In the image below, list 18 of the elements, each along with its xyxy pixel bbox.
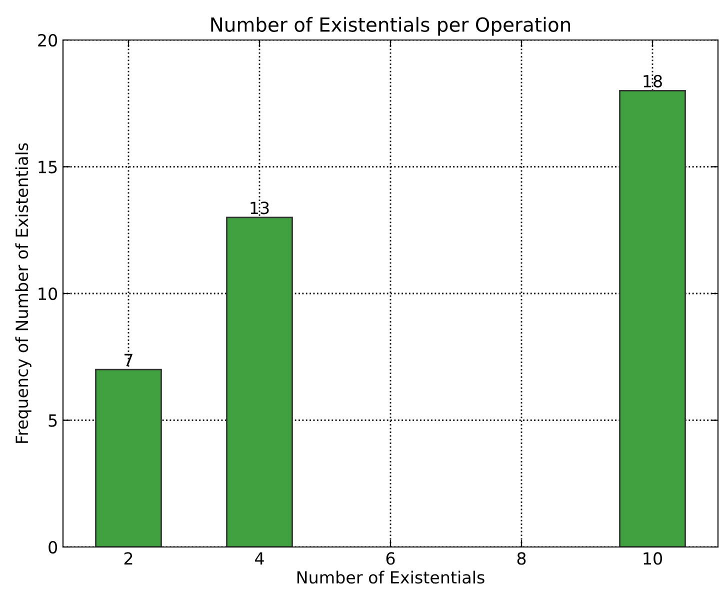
x-tick-label: 6 bbox=[386, 552, 395, 565]
bar bbox=[95, 368, 162, 547]
data-label: 18 bbox=[644, 74, 662, 88]
chart-title: Number of Existentials per Operation bbox=[211, 16, 570, 36]
x-tick-label: 8 bbox=[517, 552, 526, 565]
x-tick-label: 10 bbox=[644, 552, 662, 565]
x-axis-title: Number of Existentials bbox=[297, 570, 484, 584]
y-axis-title: Frequency of Number of Existentials bbox=[15, 143, 32, 443]
y-tick-label: 10 bbox=[38, 287, 58, 300]
x-tick-label: 4 bbox=[255, 552, 264, 565]
data-label: 13 bbox=[250, 202, 269, 214]
y-tick-label: 0 bbox=[48, 540, 58, 554]
y-tick-label: 20 bbox=[38, 34, 58, 47]
bar bbox=[226, 216, 293, 547]
y-tick-label: 5 bbox=[48, 414, 57, 427]
x-tick-label: 2 bbox=[124, 552, 132, 565]
bar bbox=[619, 90, 686, 547]
y-tick-label: 15 bbox=[38, 160, 57, 174]
